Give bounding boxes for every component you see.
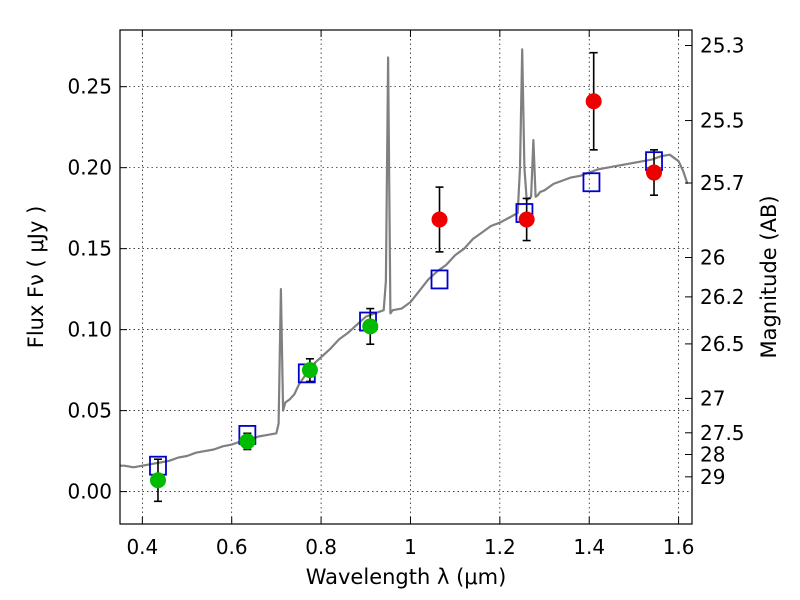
y-axis-label: Flux Fν ( μJy ) [24,206,48,349]
y-tick-label: 0.20 [67,156,112,180]
magnitude-tick-label: 28 [700,443,725,467]
x-tick-label: 0.6 [216,535,248,559]
magnitude-tick-label: 26.2 [700,285,745,309]
markers [149,93,663,489]
photometry-point [585,93,602,110]
axis-ticks: 0.4 0.6 0.8 1 1.2 1.4 1.6 0.00 0.05 0.10 0.15 0.20 0… [67,30,745,559]
y-tick-label: 0.05 [67,399,112,423]
y-tick-label: 0.15 [67,237,112,261]
grid-lines [120,30,692,524]
x-axis-label: Wavelength λ (μm) [306,565,507,589]
x-tick-label: 1.6 [663,535,695,559]
photometry-point [646,164,663,181]
magnitude-tick-label: 25.7 [700,171,745,195]
photometry-point [239,433,256,450]
photometry-point [431,211,448,228]
photometry-point [362,318,379,335]
error-bars [153,51,659,503]
spectrum-line [120,48,689,469]
x-tick-label: 0.8 [305,535,337,559]
spectrum-layer [120,48,689,469]
x-tick-label: 1.4 [573,535,605,559]
x-tick-label: 1 [404,535,417,559]
plot-frame [119,29,693,525]
magnitude-tick-label: 25.3 [700,34,745,58]
magnitude-tick-label: 27 [700,386,725,410]
magnitude-tick-label: 26 [700,245,725,269]
y-tick-label: 0.25 [67,75,112,99]
photometry-point [518,211,535,228]
right-axis-label: Magnitude (AB) [757,195,781,358]
x-tick-label: 0.4 [126,535,158,559]
y-tick-label: 0.00 [67,480,112,504]
magnitude-tick-label: 25.5 [700,109,745,133]
magnitude-tick-label: 29 [700,465,725,489]
model-square-marker [430,269,449,290]
y-tick-label: 0.10 [67,318,112,342]
magnitude-tick-label: 26.5 [700,332,745,356]
photometry-point [301,362,318,379]
photometry-point [149,472,166,489]
x-tick-label: 1.2 [484,535,516,559]
model-square-marker [582,172,601,193]
magnitude-tick-label: 27.5 [700,421,745,445]
